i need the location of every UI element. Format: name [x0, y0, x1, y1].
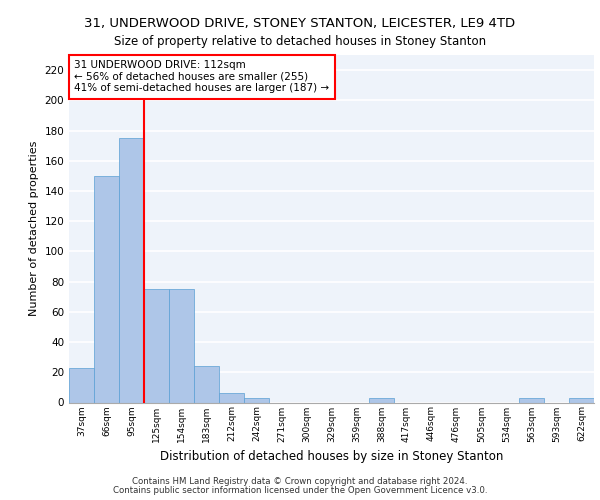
Bar [69, 368, 94, 402]
Text: Contains public sector information licensed under the Open Government Licence v3: Contains public sector information licen… [113, 486, 487, 495]
Bar [94, 176, 119, 402]
Bar [244, 398, 269, 402]
Text: 31, UNDERWOOD DRIVE, STONEY STANTON, LEICESTER, LE9 4TD: 31, UNDERWOOD DRIVE, STONEY STANTON, LEI… [85, 18, 515, 30]
Bar [219, 394, 244, 402]
Y-axis label: Number of detached properties: Number of detached properties [29, 141, 39, 316]
Text: Contains HM Land Registry data © Crown copyright and database right 2024.: Contains HM Land Registry data © Crown c… [132, 477, 468, 486]
Bar [519, 398, 544, 402]
Bar [369, 398, 394, 402]
Bar [119, 138, 144, 402]
Text: Size of property relative to detached houses in Stoney Stanton: Size of property relative to detached ho… [114, 35, 486, 48]
Text: 31 UNDERWOOD DRIVE: 112sqm
← 56% of detached houses are smaller (255)
41% of sem: 31 UNDERWOOD DRIVE: 112sqm ← 56% of deta… [74, 60, 329, 94]
Bar [169, 289, 194, 403]
Bar [194, 366, 219, 403]
Bar [569, 398, 594, 402]
Bar [144, 289, 169, 403]
X-axis label: Distribution of detached houses by size in Stoney Stanton: Distribution of detached houses by size … [160, 450, 503, 463]
